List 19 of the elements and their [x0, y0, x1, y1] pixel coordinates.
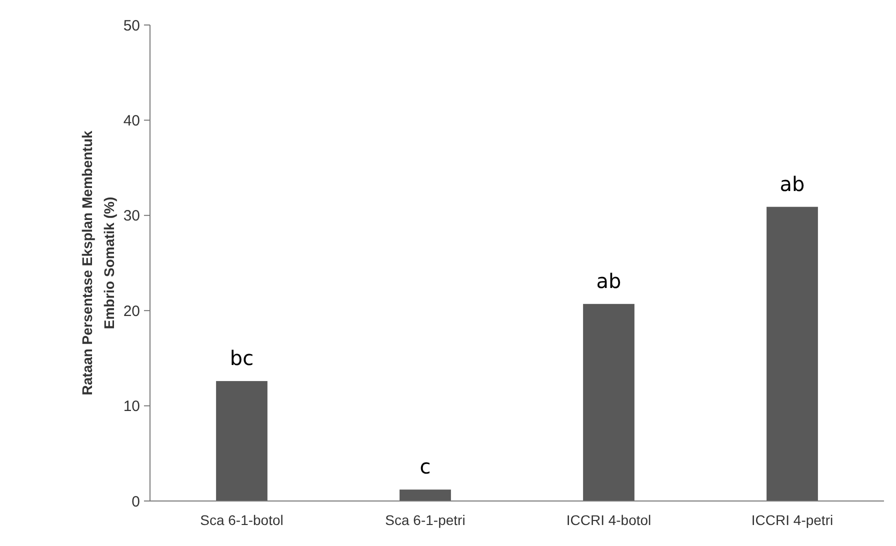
- y-tick-label: 50: [123, 17, 140, 34]
- bar: [216, 381, 268, 501]
- bar: [766, 206, 818, 501]
- x-tick-label: ICCRI 4-petri: [751, 512, 834, 528]
- bar: [583, 304, 634, 501]
- annotation: c: [420, 454, 431, 479]
- x-tick-label: Sca 6-1-petri: [385, 512, 466, 528]
- annotation: ab: [596, 268, 622, 293]
- y-tick-label: 20: [123, 302, 140, 320]
- x-tick-label: Sca 6-1-botol: [200, 512, 284, 528]
- y-tick-label: 10: [123, 398, 140, 416]
- bar: [400, 490, 451, 501]
- annotation: ab: [780, 172, 805, 196]
- y-tick-label: 0: [132, 493, 140, 510]
- y-axis-title: Rataan Persentase Eksplan Membentuk Embrio Somatik (%): [79, 130, 117, 396]
- x-tick-label: ICCRI 4-botol: [566, 512, 652, 528]
- y-tick-label: 30: [123, 208, 140, 225]
- annotation: bc: [230, 346, 254, 370]
- y-tick-label: 40: [123, 112, 140, 130]
